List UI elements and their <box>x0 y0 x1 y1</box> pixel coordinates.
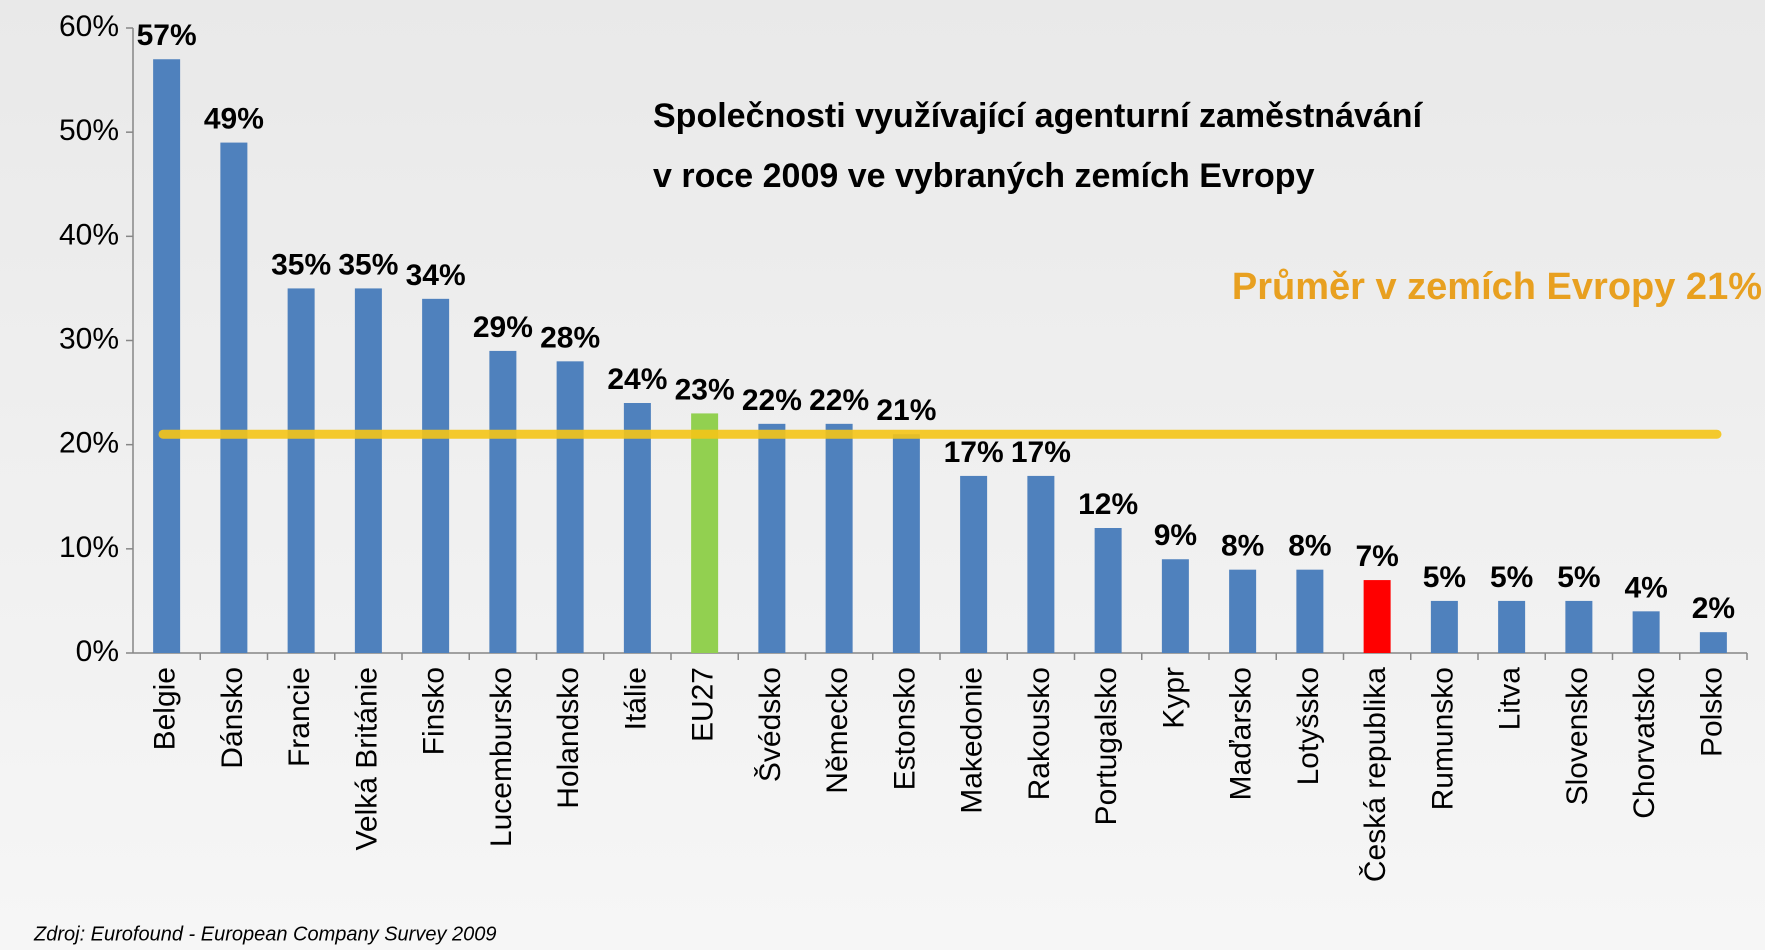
value-label: 7% <box>1355 540 1398 573</box>
bar <box>422 298 450 653</box>
value-label: 28% <box>540 321 600 354</box>
x-tick-label: Dánsko <box>216 667 249 769</box>
value-label: 8% <box>1288 530 1331 563</box>
x-tick-label: Belgie <box>149 667 182 750</box>
bar <box>1363 580 1391 653</box>
x-tick-label: Polsko <box>1695 667 1728 757</box>
value-label: 29% <box>473 311 533 344</box>
x-tick-label: Finsko <box>418 667 451 755</box>
bar <box>1565 600 1593 653</box>
bar <box>556 361 584 653</box>
value-label: 2% <box>1692 592 1735 625</box>
x-tick-label: Rakousko <box>1023 667 1056 800</box>
value-label: 34% <box>406 259 466 292</box>
x-tick-label: Kypr <box>1157 667 1190 729</box>
bar <box>892 434 920 653</box>
x-tick-label: Lucembursko <box>485 667 518 847</box>
bar <box>287 288 315 653</box>
value-label: 35% <box>338 248 398 281</box>
x-tick-label: EU27 <box>687 667 720 742</box>
x-tick-label: Česká republika <box>1358 667 1392 882</box>
bar <box>1632 611 1660 653</box>
value-label: 9% <box>1154 519 1197 552</box>
value-label: 21% <box>876 394 936 427</box>
value-label: 5% <box>1423 561 1466 594</box>
bar <box>1161 559 1189 653</box>
y-tick-label: 60% <box>59 10 119 43</box>
x-tick-label: Makedonie <box>956 667 989 814</box>
x-tick-label: Holandsko <box>552 667 585 809</box>
y-tick-label: 50% <box>59 114 119 147</box>
value-label: 49% <box>204 103 264 136</box>
annotation: Průměr v zemích Evropy 21% <box>1232 266 1762 308</box>
bar <box>1229 569 1257 653</box>
x-tick-label: Francie <box>283 667 316 767</box>
x-tick-label: Německo <box>821 667 854 794</box>
y-tick-label: 10% <box>59 531 119 564</box>
bar <box>1498 600 1526 653</box>
x-tick-label: Estonsko <box>888 667 921 790</box>
bar <box>758 423 786 653</box>
value-label: 35% <box>271 248 331 281</box>
bar <box>1699 632 1727 653</box>
x-tick-label: Maďarsko <box>1225 667 1258 800</box>
bar <box>623 403 651 653</box>
chart-title: v roce 2009 ve vybraných zemích Evropy <box>653 157 1315 195</box>
bar <box>1027 475 1055 653</box>
value-label: 5% <box>1490 561 1533 594</box>
y-tick-label: 30% <box>59 322 119 355</box>
bar <box>220 142 248 654</box>
bar <box>489 350 517 653</box>
x-tick-label: Slovensko <box>1561 667 1594 805</box>
x-tick-label: Chorvatsko <box>1628 667 1661 819</box>
bar <box>1094 528 1122 653</box>
chart-title: Společnosti využívající agenturní zaměst… <box>653 97 1424 135</box>
x-tick-label: Velká Británie <box>350 667 383 850</box>
bar <box>1430 600 1458 653</box>
x-tick-label: Lotyšsko <box>1292 667 1325 785</box>
value-label: 57% <box>137 19 197 52</box>
y-tick-label: 20% <box>59 427 119 460</box>
x-tick-label: Itálie <box>619 667 652 730</box>
value-label: 12% <box>1078 488 1138 521</box>
value-label: 8% <box>1221 530 1264 563</box>
x-tick-label: Švédsko <box>753 667 787 782</box>
value-label: 17% <box>1011 436 1071 469</box>
value-label: 17% <box>944 436 1004 469</box>
value-label: 22% <box>809 384 869 417</box>
value-label: 4% <box>1624 571 1667 604</box>
bar <box>354 288 382 653</box>
x-tick-label: Portugalsko <box>1090 667 1123 825</box>
bar <box>825 423 853 653</box>
value-label: 24% <box>607 363 667 396</box>
x-tick-label: Litva <box>1494 667 1527 731</box>
bar <box>691 413 719 653</box>
bar <box>153 59 181 653</box>
x-tick-label: Rumunsko <box>1426 667 1459 810</box>
y-tick-label: 40% <box>59 218 119 251</box>
value-label: 23% <box>675 373 735 406</box>
value-label: 5% <box>1557 561 1600 594</box>
source: Zdroj: Eurofound - European Company Surv… <box>33 923 497 945</box>
y-tick-label: 0% <box>76 635 119 668</box>
value-label: 22% <box>742 384 802 417</box>
bar <box>1296 569 1324 653</box>
bar <box>960 475 988 653</box>
